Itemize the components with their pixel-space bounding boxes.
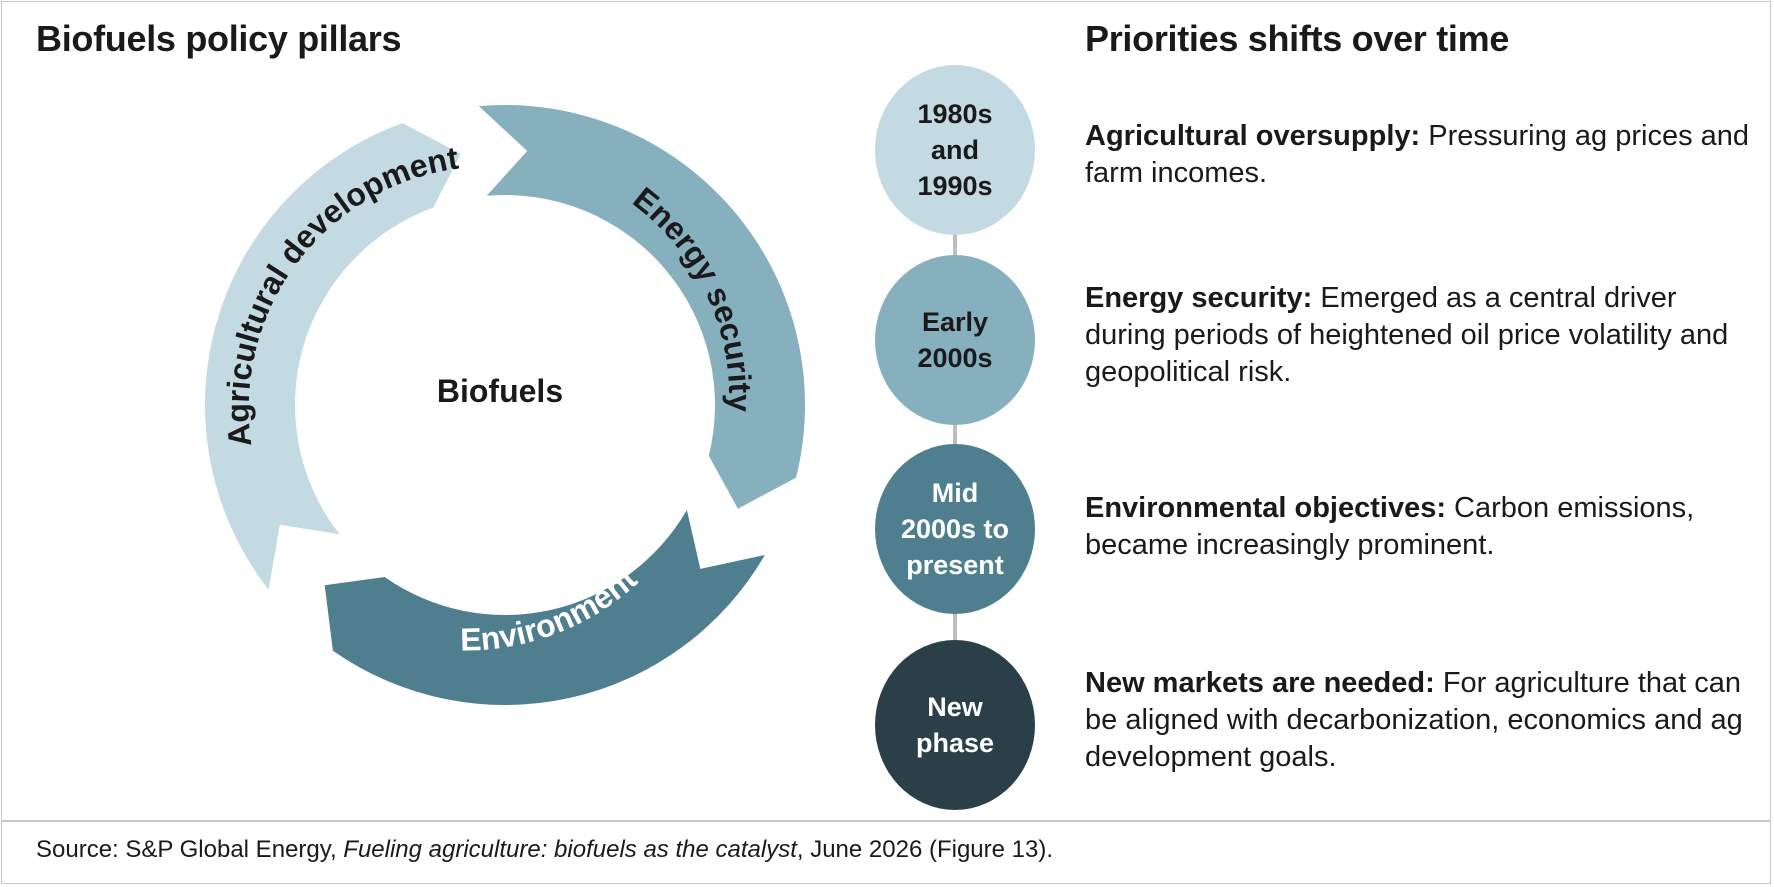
cycle-center-label: Biofuels	[437, 373, 563, 409]
timeline-description: Environmental objectives: Carbon emissio…	[1085, 490, 1755, 564]
description-text: For agriculture that can be aligned with…	[1085, 667, 1743, 773]
description-heading: Agricultural oversupply:	[1085, 120, 1421, 152]
policy-pillars-cycle: Agricultural development Energy security…	[205, 104, 805, 706]
source-prefix: Source: S&P Global Energy,	[36, 836, 344, 863]
description-heading: Environmental objectives:	[1085, 492, 1446, 524]
description-heading: New markets are needed:	[1085, 667, 1435, 699]
environment-arrow	[324, 510, 765, 706]
description-text: Pressuring ag prices and farm incomes.	[1085, 120, 1750, 189]
timeline-period-new-phase: New phase	[875, 640, 1035, 810]
timeline-description: Agricultural oversupply: Pressuring ag p…	[1085, 118, 1755, 192]
footer-divider	[1, 820, 1771, 822]
left-panel-title: Biofuels policy pillars	[36, 18, 402, 59]
description-text: Emerged as a central driver during perio…	[1085, 282, 1729, 388]
source-suffix: , June 2026 (Figure 13).	[796, 836, 1054, 863]
timeline-connector	[953, 200, 957, 680]
source-title: Fueling agriculture: biofuels as the cat…	[343, 836, 797, 863]
energy-security-arrow	[478, 104, 805, 509]
timeline-period-mid-2000s-present: Mid 2000s to present	[875, 444, 1035, 614]
timeline-description: New markets are needed: For agriculture …	[1085, 665, 1755, 776]
timeline-period-early-2000s: Early 2000s	[875, 255, 1035, 425]
description-text: Carbon emissions, became increasingly pr…	[1085, 492, 1695, 561]
timeline-period-1980s-1990s: 1980s and 1990s	[875, 65, 1035, 235]
description-heading: Energy security:	[1085, 282, 1313, 314]
right-panel-title: Priorities shifts over time	[1085, 18, 1510, 59]
timeline-description: Energy security: Emerged as a central dr…	[1085, 280, 1755, 391]
agricultural-development-arrow	[205, 123, 461, 590]
source-note: Source: S&P Global Energy, Fueling agric…	[36, 836, 1053, 864]
